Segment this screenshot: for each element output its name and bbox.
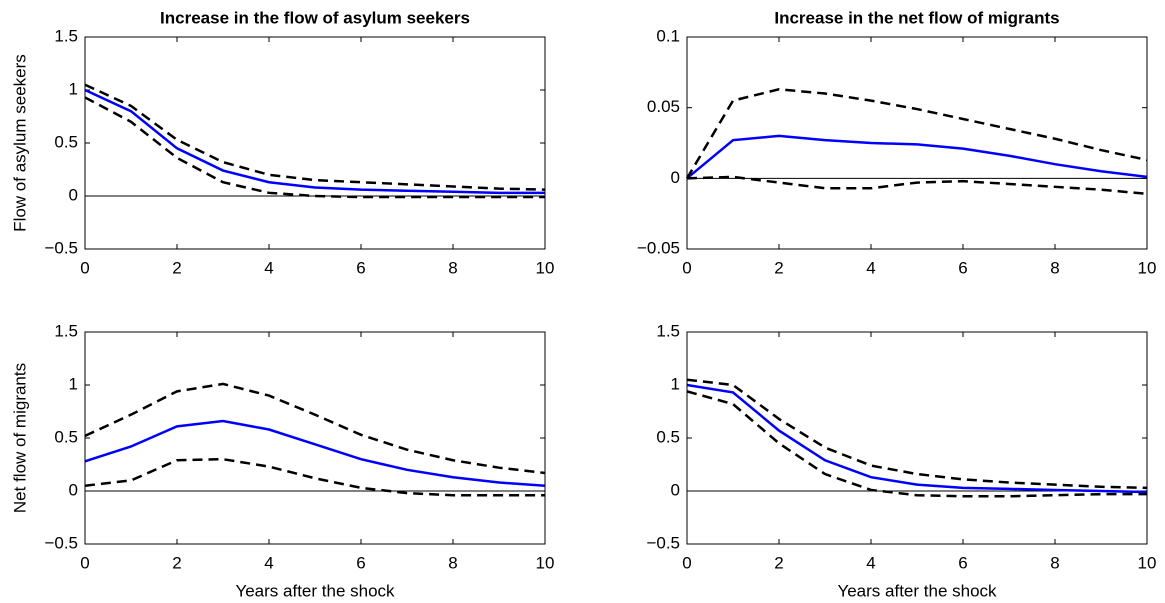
band-line <box>84 83 546 191</box>
y-tick-label: 1 <box>69 79 78 98</box>
band-line <box>84 382 546 475</box>
y-tick-label: 1.5 <box>656 321 680 340</box>
y-tick-label: 0.5 <box>656 427 680 446</box>
x-tick-label: 6 <box>958 553 967 572</box>
y-tick-label: 1 <box>69 374 78 393</box>
plot-frame <box>686 36 1148 250</box>
x-tick-label: 2 <box>172 258 181 277</box>
x-tick-label: 10 <box>1138 258 1157 277</box>
panel-title: Increase in the flow of asylum seekers <box>160 8 470 27</box>
y-tick-label: 0.05 <box>647 97 680 116</box>
y-tick-label: 1.5 <box>54 321 78 340</box>
plot-frame <box>84 36 546 250</box>
y-tick-label: 1 <box>671 374 680 393</box>
y-tick-label: 0 <box>671 168 680 187</box>
x-tick-label: 0 <box>682 553 691 572</box>
y-tick-label: −0.05 <box>637 238 680 257</box>
x-tick-label: 8 <box>448 258 457 277</box>
y-tick-label: −0.5 <box>44 238 78 257</box>
x-axis-label: Years after the shock <box>837 581 997 600</box>
x-tick-label: 2 <box>172 553 181 572</box>
x-tick-label: 8 <box>1050 553 1059 572</box>
estimate-line <box>84 419 546 487</box>
y-tick-label: 0.1 <box>656 26 680 45</box>
x-tick-label: 4 <box>264 258 273 277</box>
x-tick-label: 10 <box>536 258 555 277</box>
band-line <box>686 378 1148 490</box>
y-tick-label: −0.5 <box>646 533 680 552</box>
x-tick-label: 6 <box>356 553 365 572</box>
x-tick-label: 10 <box>536 553 555 572</box>
x-tick-label: 6 <box>356 258 365 277</box>
x-tick-label: 2 <box>774 258 783 277</box>
estimate-line <box>686 134 1148 180</box>
band-line <box>84 96 545 199</box>
y-tick-label: 1.5 <box>54 26 78 45</box>
plot-frame <box>84 331 546 545</box>
y-tick-label: 0 <box>69 480 78 499</box>
estimate-line <box>686 383 1148 494</box>
panel-title: Increase in the net flow of migrants <box>774 8 1059 27</box>
estimate-line <box>84 88 545 195</box>
y-tick-label: 0 <box>69 185 78 204</box>
x-tick-label: 4 <box>866 553 875 572</box>
y-tick-label: −0.5 <box>44 533 78 552</box>
y-axis-label: Flow of asylum seekers <box>10 54 29 232</box>
y-tick-label: 0 <box>671 480 680 499</box>
band-line <box>84 457 545 497</box>
band-line <box>686 175 1148 196</box>
x-tick-label: 0 <box>80 258 89 277</box>
plot-frame <box>686 331 1148 545</box>
y-tick-label: 0.5 <box>54 427 78 446</box>
x-tick-label: 2 <box>774 553 783 572</box>
band-line <box>685 88 1148 179</box>
x-tick-label: 10 <box>1138 553 1157 572</box>
x-tick-label: 0 <box>682 258 691 277</box>
band-line <box>686 390 1147 498</box>
y-axis-label: Net flow of migrants <box>10 363 29 513</box>
x-tick-label: 4 <box>264 553 273 572</box>
x-tick-label: 6 <box>958 258 967 277</box>
x-tick-label: 4 <box>866 258 875 277</box>
x-tick-label: 8 <box>448 553 457 572</box>
y-tick-label: 0.5 <box>54 132 78 151</box>
x-tick-label: 8 <box>1050 258 1059 277</box>
x-tick-label: 0 <box>80 553 89 572</box>
x-axis-label: Years after the shock <box>235 581 395 600</box>
